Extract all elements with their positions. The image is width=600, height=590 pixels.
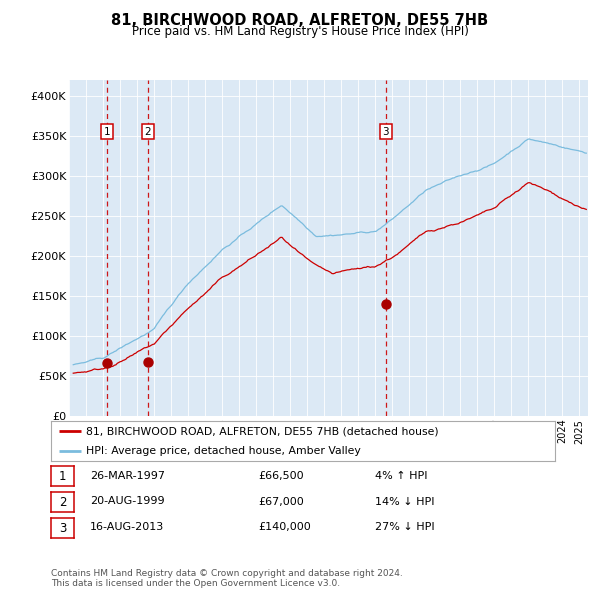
Text: Contains HM Land Registry data © Crown copyright and database right 2024.
This d: Contains HM Land Registry data © Crown c… [51,569,403,588]
Text: 81, BIRCHWOOD ROAD, ALFRETON, DE55 7HB: 81, BIRCHWOOD ROAD, ALFRETON, DE55 7HB [112,13,488,28]
Text: £67,000: £67,000 [258,497,304,506]
Text: 14% ↓ HPI: 14% ↓ HPI [375,497,434,506]
Text: 2: 2 [145,127,151,137]
Text: 16-AUG-2013: 16-AUG-2013 [90,523,164,532]
Text: HPI: Average price, detached house, Amber Valley: HPI: Average price, detached house, Ambe… [86,447,361,456]
Text: 81, BIRCHWOOD ROAD, ALFRETON, DE55 7HB (detached house): 81, BIRCHWOOD ROAD, ALFRETON, DE55 7HB (… [86,427,439,436]
Text: 3: 3 [383,127,389,137]
Text: 3: 3 [59,522,66,535]
Text: 1: 1 [59,470,66,483]
Text: 27% ↓ HPI: 27% ↓ HPI [375,523,434,532]
Text: 20-AUG-1999: 20-AUG-1999 [90,497,164,506]
Text: 1: 1 [104,127,110,137]
Text: £66,500: £66,500 [258,471,304,480]
Text: 2: 2 [59,496,66,509]
Text: £140,000: £140,000 [258,523,311,532]
Text: 26-MAR-1997: 26-MAR-1997 [90,471,165,480]
Text: 4% ↑ HPI: 4% ↑ HPI [375,471,427,480]
Text: Price paid vs. HM Land Registry's House Price Index (HPI): Price paid vs. HM Land Registry's House … [131,25,469,38]
